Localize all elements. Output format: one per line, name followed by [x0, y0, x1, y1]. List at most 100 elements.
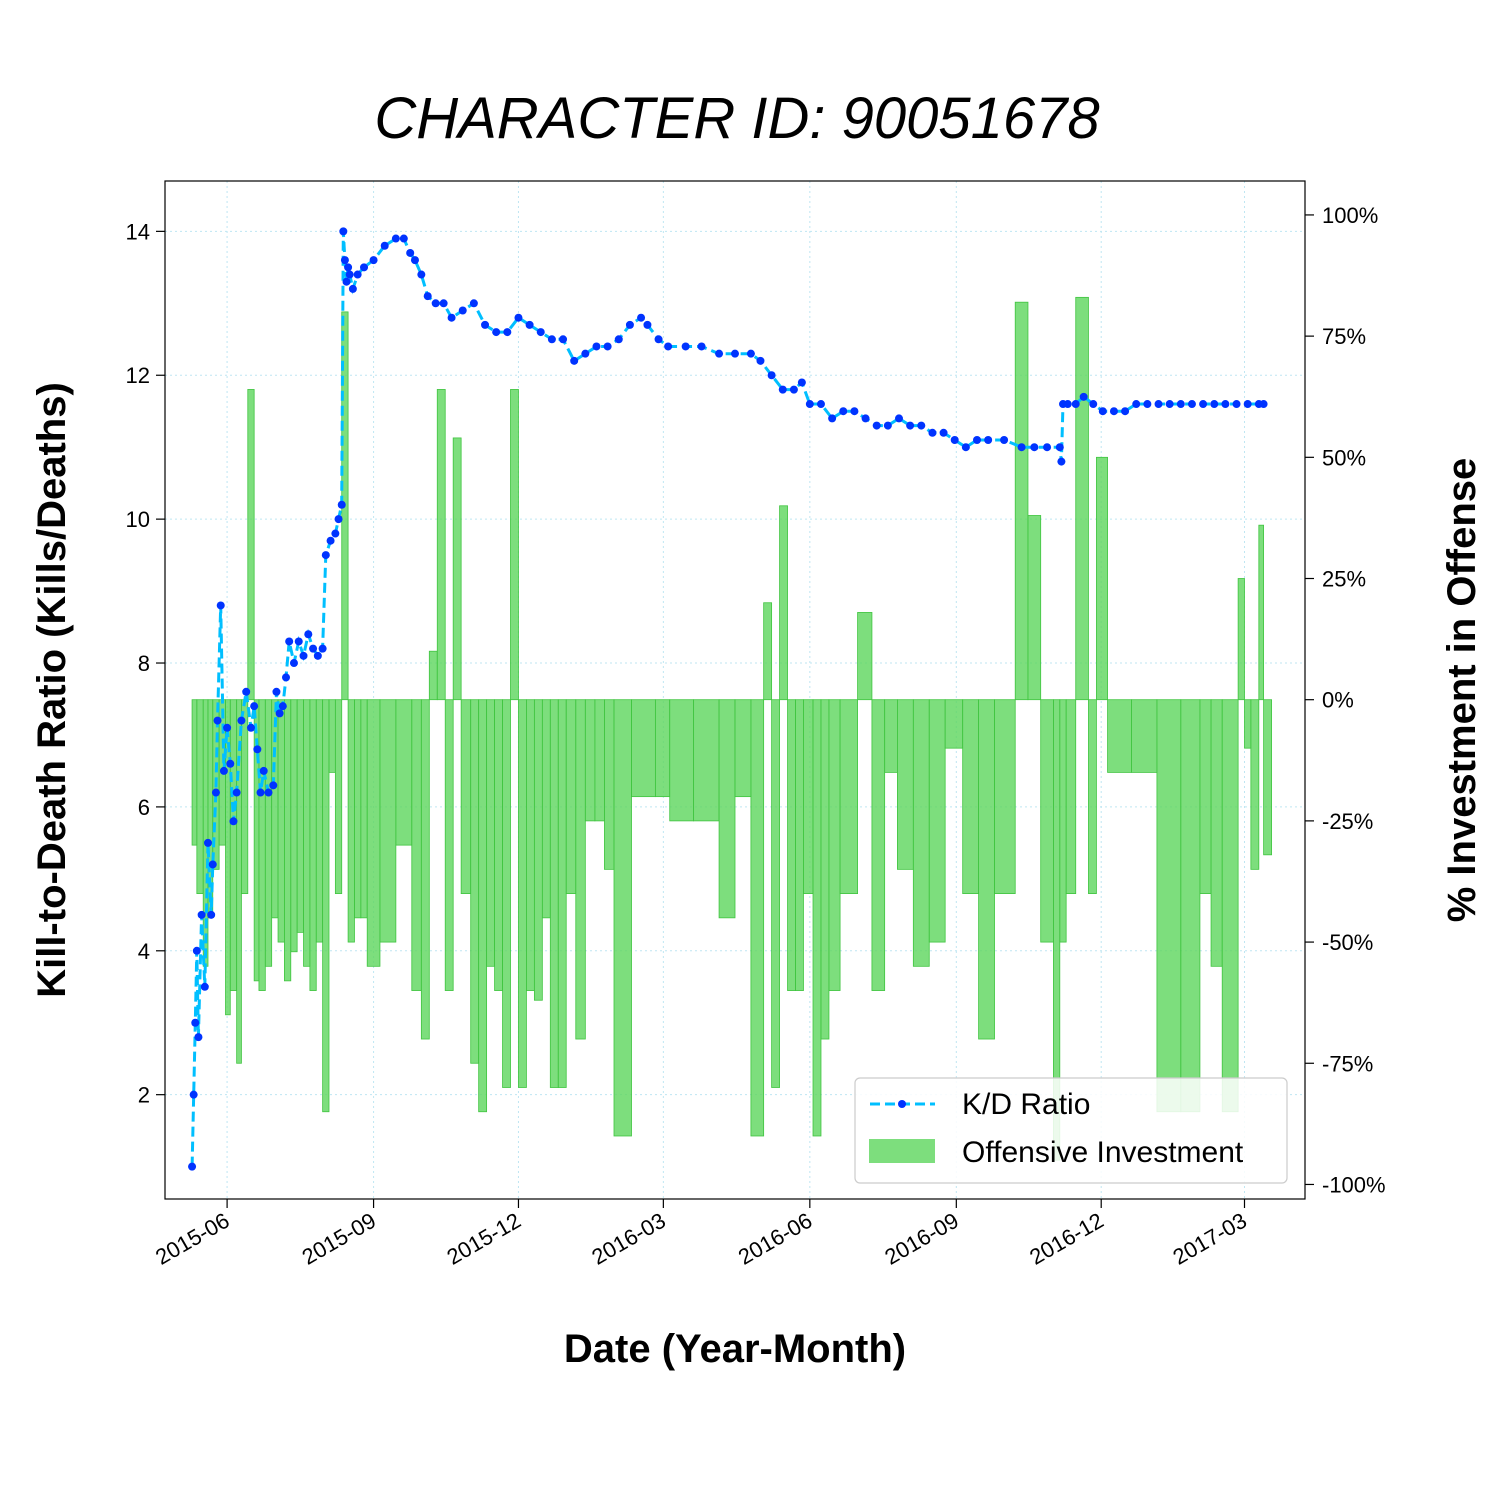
- kd-point: [399, 234, 408, 243]
- investment-bar: [486, 699, 495, 967]
- kd-point: [188, 1162, 197, 1171]
- kd-point: [219, 766, 228, 775]
- kd-point: [194, 1033, 203, 1042]
- kd-point: [213, 716, 222, 725]
- investment-bar: [1107, 699, 1132, 773]
- kd-point: [458, 306, 467, 315]
- kd-point: [525, 320, 534, 329]
- investment-bar: [510, 389, 519, 701]
- y-right-tick-label: -50%: [1322, 930, 1373, 955]
- kd-point: [211, 788, 220, 797]
- investment-bar: [328, 699, 336, 773]
- kd-point: [469, 299, 478, 308]
- investment-bar: [631, 699, 656, 798]
- legend-investment-sample: [869, 1139, 935, 1163]
- kd-point: [299, 651, 308, 660]
- kd-line-layer: [190, 231, 1264, 1167]
- kd-point: [984, 435, 993, 444]
- investment-bar: [565, 699, 577, 895]
- investment-bar: [1075, 296, 1089, 701]
- investment-bar: [962, 699, 980, 895]
- investment-bar: [290, 699, 298, 953]
- kd-point: [816, 400, 825, 409]
- kd-point: [1079, 392, 1088, 401]
- kd-point: [439, 299, 448, 308]
- investment-bar: [734, 699, 752, 798]
- kd-point: [1098, 407, 1107, 416]
- kd-point: [410, 256, 419, 265]
- investment-bar: [1088, 699, 1097, 895]
- investment-bar: [928, 699, 946, 943]
- kd-point: [1030, 443, 1039, 452]
- investment-bar: [241, 699, 249, 895]
- investment-bar: [944, 699, 964, 749]
- kd-point: [191, 1018, 200, 1027]
- investment-bar: [347, 699, 355, 943]
- kd-point: [592, 342, 601, 351]
- kd-point: [344, 263, 353, 272]
- kd-point: [872, 421, 881, 430]
- investment-bar: [584, 699, 596, 822]
- investment-bar: [654, 699, 671, 798]
- investment-bar: [502, 699, 511, 1088]
- investment-bar: [258, 699, 266, 991]
- investment-bar: [828, 699, 841, 991]
- kd-point: [246, 723, 255, 732]
- investment-bar: [795, 699, 804, 991]
- kd-point: [1243, 400, 1252, 409]
- investment-bar: [857, 612, 873, 701]
- investment-bar: [264, 699, 273, 967]
- kd-point: [797, 378, 806, 387]
- kd-point: [340, 256, 349, 265]
- kd-point: [203, 838, 212, 847]
- investment-bar: [366, 699, 381, 967]
- investment-bars: [191, 296, 1273, 1161]
- kd-point: [334, 515, 343, 524]
- kd-point: [581, 349, 590, 358]
- kd-point: [275, 709, 284, 718]
- investment-bar: [478, 699, 488, 1113]
- kd-point: [1043, 443, 1052, 452]
- kd-point: [447, 313, 456, 322]
- investment-bar: [296, 699, 304, 933]
- kd-point: [547, 335, 556, 344]
- investment-bar: [354, 699, 362, 919]
- kd-point: [1259, 400, 1268, 409]
- kd-point: [492, 328, 501, 337]
- investment-bar: [541, 699, 551, 919]
- investment-bar: [897, 699, 914, 870]
- y-axis-left: 2 4 6 8 10 12 14: [126, 219, 165, 1108]
- kd-point: [1109, 407, 1118, 416]
- kd-point: [664, 342, 673, 351]
- investment-bar: [1250, 699, 1260, 870]
- kd-point: [285, 637, 294, 646]
- kd-point: [939, 428, 948, 437]
- kd-point: [917, 421, 926, 430]
- kd-point: [207, 910, 216, 919]
- investment-bar: [1096, 456, 1108, 701]
- kd-point: [906, 421, 915, 430]
- kd-point: [360, 263, 369, 272]
- x-axis-title: Date (Year-Month): [564, 1327, 906, 1371]
- legend-kd-label: K/D Ratio: [962, 1088, 1090, 1121]
- kd-point: [226, 759, 235, 768]
- legend-box: [854, 1077, 1288, 1184]
- investment-bar: [839, 699, 858, 895]
- kd-point: [625, 320, 634, 329]
- investment-bar: [1199, 699, 1212, 895]
- kd-point: [339, 227, 348, 236]
- investment-bar: [803, 699, 814, 895]
- kd-point: [232, 788, 241, 797]
- y-right-tick-label: 25%: [1322, 567, 1366, 592]
- investment-bar: [763, 602, 773, 701]
- investment-bar: [229, 699, 238, 991]
- investment-bar: [1237, 578, 1245, 701]
- kd-point: [1089, 400, 1098, 409]
- kd-point: [253, 745, 262, 754]
- investment-bar: [533, 699, 543, 1001]
- kd-point: [304, 630, 313, 639]
- investment-bar: [669, 699, 695, 822]
- plot-frame: [164, 180, 1306, 1200]
- investment-bar: [236, 699, 242, 1064]
- investment-bar: [787, 699, 796, 991]
